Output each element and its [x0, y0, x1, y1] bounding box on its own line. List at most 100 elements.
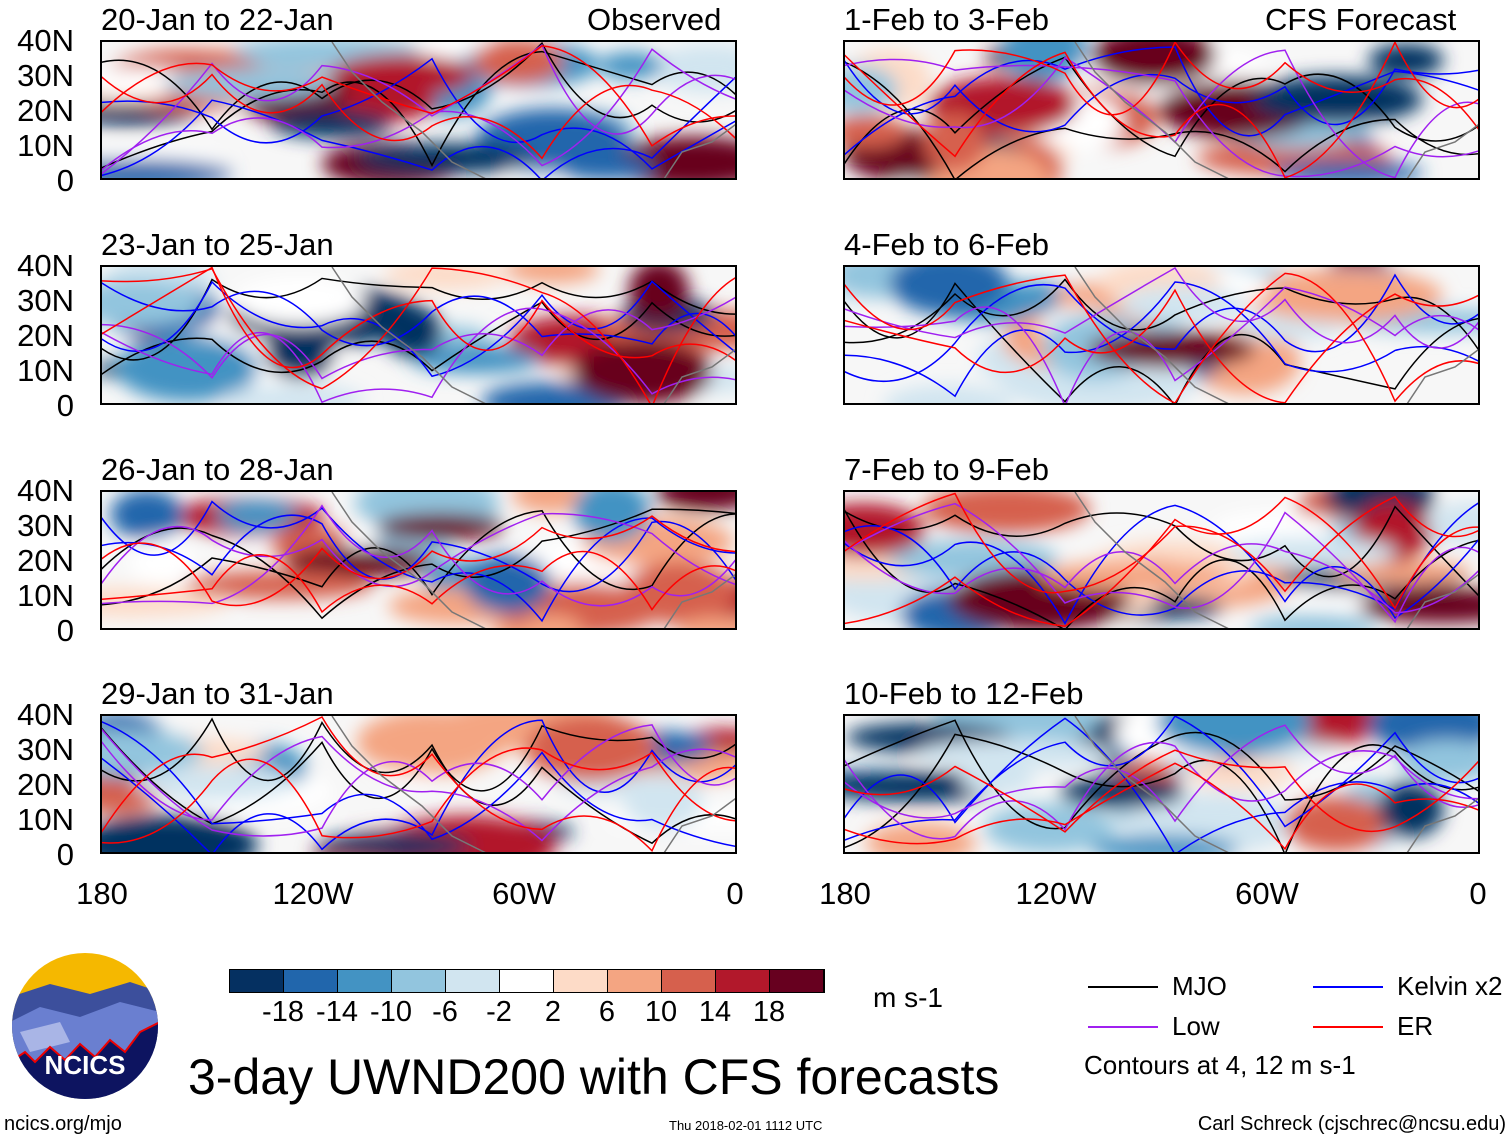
colorbar-swatch — [392, 970, 446, 992]
contour-line — [102, 280, 735, 378]
contour-line — [102, 550, 735, 614]
panel-title: 7-Feb to 9-Feb — [844, 452, 1050, 487]
colorbar — [229, 969, 825, 993]
coastline — [331, 492, 735, 628]
contour-line — [102, 735, 735, 842]
contour-line — [102, 43, 735, 175]
contour-line — [102, 50, 735, 169]
panel-title: 26-Jan to 28-Jan — [101, 452, 334, 487]
wind-anomaly-blob — [628, 267, 690, 321]
contour-line — [845, 273, 1478, 383]
wind-anomaly-blob — [651, 44, 735, 93]
wind-anomaly-blob — [1156, 716, 1312, 756]
coastline — [1074, 267, 1478, 403]
contour-line — [102, 747, 735, 844]
contour-line — [845, 505, 1478, 597]
colorbar-label: -2 — [486, 996, 512, 1028]
wind-anomaly-blob — [232, 276, 366, 326]
footer-author: Carl Schreck (cjschrec@ncsu.edu) — [1197, 1113, 1506, 1135]
footer-url[interactable]: ncics.org/mjo — [4, 1113, 122, 1135]
contour-line — [102, 282, 735, 347]
lon-tick-label: 0 — [1469, 876, 1487, 911]
contour-line — [102, 719, 735, 852]
colorbar-swatch — [500, 970, 554, 992]
wind-anomaly-blob — [865, 822, 976, 852]
map-panel — [100, 265, 737, 405]
contour-line — [845, 492, 1478, 594]
contour-line — [845, 61, 1478, 178]
lon-tick-label: 180 — [76, 876, 128, 911]
ncics-logo: NCICS — [12, 953, 158, 1099]
lon-tick-label: 60W — [1235, 876, 1299, 911]
lat-tick-label: 40N — [17, 473, 74, 508]
lon-tick-label: 0 — [726, 876, 744, 911]
coastline — [1074, 42, 1478, 178]
panel-title: 1-Feb to 3-Feb — [844, 2, 1050, 37]
wind-anomaly-blob — [185, 570, 375, 600]
panel-title: 29-Jan to 31-Jan — [101, 676, 334, 711]
lon-tick-label: 120W — [1015, 876, 1097, 911]
contour-line — [102, 296, 735, 380]
contour-line — [102, 267, 735, 403]
colorbar-label: 10 — [644, 996, 678, 1028]
wind-anomaly-blob — [1368, 43, 1444, 77]
wind-anomaly-blob — [572, 340, 713, 403]
wind-anomaly-blob — [1398, 739, 1478, 783]
lon-tick-label: 180 — [819, 876, 871, 911]
lat-tick-label: 30N — [17, 58, 74, 93]
lat-tick-label: 20N — [17, 318, 74, 353]
contour-line — [102, 48, 735, 171]
lat-tick-label: 40N — [17, 248, 74, 283]
contour-line — [102, 500, 735, 623]
panel-title: 4-Feb to 6-Feb — [844, 227, 1050, 262]
figure-title: 3-day UWND200 with CFS forecasts — [188, 1049, 1000, 1105]
lat-tick-label: 20N — [17, 543, 74, 578]
contour-line — [845, 502, 1478, 624]
wind-anomaly-blob — [961, 763, 1034, 796]
wind-anomaly-blob — [1249, 614, 1377, 628]
contour-line — [845, 60, 1478, 133]
map-panel — [100, 40, 737, 180]
wind-anomaly-blob — [845, 66, 898, 114]
contour-line — [845, 741, 1478, 840]
map-panel — [100, 714, 737, 854]
wind-anomaly-blob — [102, 729, 205, 775]
colorbar-swatch — [230, 970, 284, 992]
legend-label: Low — [1172, 1011, 1220, 1041]
contour-line — [845, 509, 1478, 628]
coastline — [331, 42, 735, 178]
contour-line — [845, 56, 1478, 165]
colorbar-swatch — [662, 970, 716, 992]
colorbar-label: 6 — [598, 996, 616, 1028]
map-panel — [843, 714, 1480, 854]
contour-line — [102, 724, 735, 837]
contour-line — [845, 272, 1478, 403]
wind-anomaly-blob — [133, 764, 296, 801]
contour-line — [102, 716, 735, 852]
contour-line — [845, 267, 1478, 349]
wind-anomaly-blob — [216, 499, 297, 531]
coastline — [331, 267, 735, 403]
map-panel — [843, 490, 1480, 630]
contour-line — [845, 749, 1478, 833]
contour-line — [102, 73, 735, 160]
lat-tick-label: 30N — [17, 732, 74, 767]
footer-timestamp: Thu 2018-02-01 1112 UTC — [669, 1118, 823, 1133]
contour-line — [102, 717, 735, 845]
contour-line — [845, 762, 1478, 851]
contour-line — [845, 281, 1478, 398]
map-panel — [843, 265, 1480, 405]
contour-line — [845, 49, 1478, 178]
wind-anomaly-blob — [1227, 537, 1397, 569]
wind-anomaly-blob — [376, 513, 505, 541]
coastline — [1074, 492, 1478, 628]
wind-anomaly-blob — [845, 114, 907, 149]
contour-line — [845, 42, 1478, 178]
legend-line — [1313, 1026, 1383, 1028]
wind-anomaly-blob — [355, 143, 534, 174]
panel-title: 23-Jan to 25-Jan — [101, 227, 334, 262]
wind-anomaly-blob — [915, 738, 1113, 770]
contour-line — [845, 42, 1478, 130]
colorbar-label: 14 — [698, 996, 732, 1028]
contour-line — [845, 719, 1478, 830]
